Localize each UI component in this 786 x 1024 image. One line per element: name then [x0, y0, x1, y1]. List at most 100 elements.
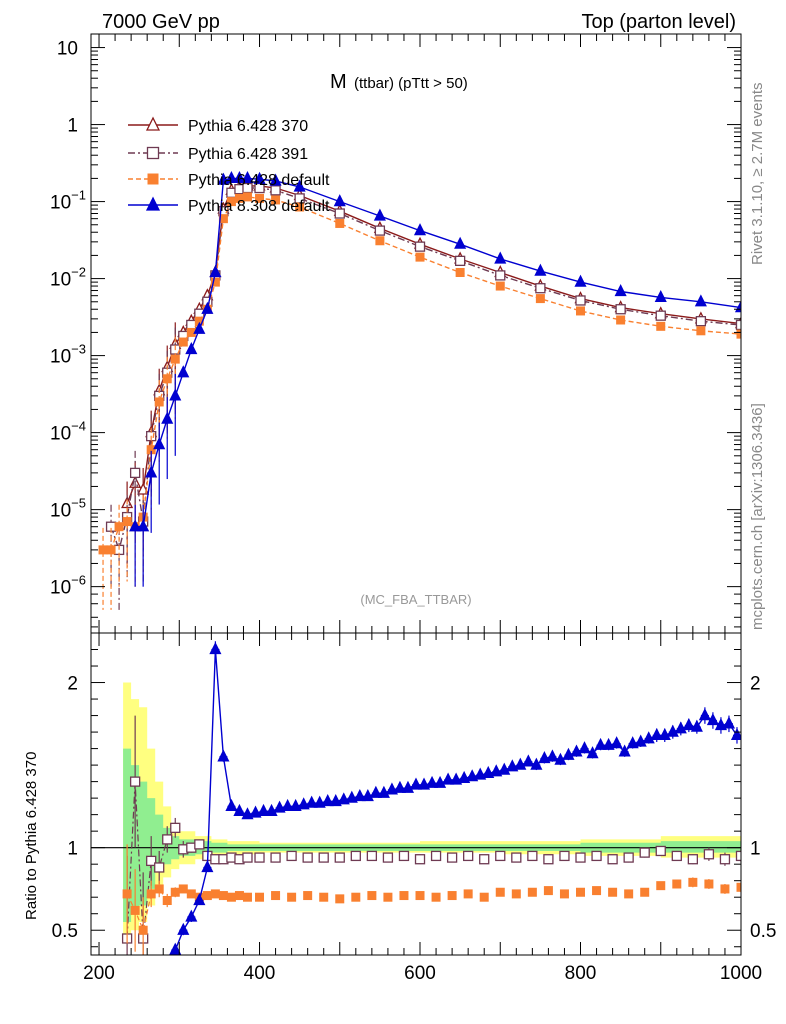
ratio-point-p6_def: [672, 879, 682, 889]
ratio-point-p8_def: [570, 744, 583, 757]
data-point-p6_def: [335, 218, 345, 228]
side-label-mcplots: mcplots.cern.ch [arXiv:1306.3436]: [749, 403, 766, 630]
data-point-p6_391: [495, 270, 506, 281]
ratio-point-p8_def: [530, 757, 543, 770]
header-right: Top (parton level): [581, 11, 736, 33]
data-point-p8_def: [129, 519, 142, 532]
side-label-rivet: Rivet 3.1.10, ≥ 2.7M events: [749, 83, 766, 266]
data-point-p8_def: [169, 388, 182, 401]
data-point-p8_def: [217, 172, 230, 185]
ratio-point-p8_def: [321, 793, 334, 807]
ratio-point-p8_def: [169, 942, 182, 955]
data-point-p6_391: [129, 467, 141, 479]
ratio-point-p8_def: [522, 754, 535, 767]
x-tick-label: 400: [244, 963, 276, 984]
ratio-point-p8_def: [225, 798, 238, 812]
ratio-point-p6_391: [242, 852, 253, 863]
y-tick-label-base: 10: [50, 270, 71, 291]
ratio-point-p8_def: [482, 765, 495, 779]
ratio-y-tick-label-right: 0.5: [750, 921, 776, 942]
data-point-p6_391: [334, 208, 345, 219]
ratio-point-p6_391: [543, 854, 554, 865]
ratio-point-p6_391: [495, 850, 506, 862]
ratio-point-p6_def: [736, 882, 741, 892]
ratio-point-p8_def: [682, 718, 695, 731]
ratio-axes: 0.5 0.5 1 1 2 2: [52, 633, 776, 955]
data-point-p6_def: [616, 315, 626, 325]
y-tick-label: 10−3: [50, 342, 86, 368]
ratio-point-p6_def: [576, 887, 586, 897]
ratio-point-p8_def: [442, 772, 455, 785]
ratio-point-p6_def: [202, 891, 212, 901]
data-point-p6_391: [655, 310, 666, 321]
data-point-p6_def: [242, 192, 252, 202]
y-tick-label-base: 10: [50, 501, 71, 522]
legend-label-p6_370: Pythia 6.428 370: [188, 118, 308, 135]
ratio-point-p6_def: [271, 891, 281, 901]
ratio-point-p6_391: [639, 847, 650, 858]
ratio-point-p6_391: [162, 834, 173, 845]
y-tick-label: 10: [57, 39, 78, 60]
ratio-point-p6_def: [688, 877, 698, 887]
data-point-p8_def: [694, 294, 707, 307]
ratio-point-p8_def: [594, 737, 607, 750]
ratio-point-p6_391: [170, 822, 181, 834]
legend-label-p6_391: Pythia 6.428 391: [188, 146, 308, 163]
ratio-point-p6_391: [254, 852, 265, 863]
y-tick-label-exp: −1: [71, 188, 86, 203]
y-tick-label: 1: [67, 116, 78, 137]
ratio-point-p8_def: [546, 749, 559, 762]
ratio-point-p8_def: [690, 719, 703, 732]
ratio-point-p6_def: [624, 889, 634, 899]
data-point-p8_def: [185, 342, 198, 355]
data-point-p8_def: [293, 179, 306, 192]
ratio-point-p6_391: [719, 854, 731, 865]
data-point-p6_def: [295, 202, 305, 212]
legend-marker-p6_def: [147, 173, 159, 185]
ratio-point-p6_def: [704, 879, 714, 889]
ratio-point-p6_391: [286, 850, 297, 862]
ratio-point-p8_def: [193, 893, 206, 906]
ratio-point-p6_391: [302, 852, 313, 863]
ratio-point-p6_def: [592, 886, 602, 896]
ratio-point-p8_def: [385, 782, 398, 795]
ratio-y-tick-label-right: 1: [750, 839, 761, 860]
ratio-point-p6_def: [218, 891, 228, 901]
data-point-p6_391: [575, 295, 586, 306]
ratio-point-p8_def: [409, 777, 423, 790]
data-point-p8_def: [177, 365, 190, 378]
ratio-point-p6_def: [162, 896, 172, 906]
ratio-point-p6_def: [226, 892, 236, 902]
ratio-point-p8_def: [498, 762, 511, 775]
ratio-point-p8_def: [578, 741, 591, 754]
data-point-p6_391: [695, 316, 707, 327]
data-point-p8_def: [333, 194, 346, 207]
ratio-point-p8_def: [474, 767, 487, 780]
data-point-p8_def: [654, 289, 667, 303]
ratio-point-p6_391: [575, 852, 586, 863]
data-point-p6_def: [122, 517, 132, 527]
data-point-p8_def: [269, 173, 282, 186]
data-point-p8_def: [137, 519, 150, 532]
ratio-point-p8_def: [257, 803, 270, 816]
ratio-point-p8_def: [722, 716, 736, 729]
data-point-p6_def: [162, 374, 172, 384]
ratio-point-p6_def: [527, 887, 537, 897]
chart-title-sub: (ttbar) (pTtt > 50): [354, 75, 468, 92]
ratio-point-p8_def: [514, 757, 527, 770]
data-point-p6_def: [98, 545, 108, 555]
x-axis: 200 400 600 800 1000: [83, 963, 762, 984]
data-point-p6_def: [455, 267, 465, 277]
ratio-point-p6_def: [351, 892, 361, 902]
data-point-p8_def: [225, 170, 238, 184]
ratio-point-p8_def: [249, 805, 262, 818]
data-point-p8_def: [534, 263, 547, 276]
data-point-p8_def: [161, 411, 174, 424]
ratio-point-p6_def: [495, 887, 505, 897]
ratio-point-p6_391: [146, 855, 157, 867]
data-point-p8_def: [494, 251, 507, 264]
ratio-point-p6_def: [447, 891, 457, 901]
ratio-point-p8_def: [305, 795, 318, 808]
ratio-point-p8_def: [602, 737, 615, 750]
